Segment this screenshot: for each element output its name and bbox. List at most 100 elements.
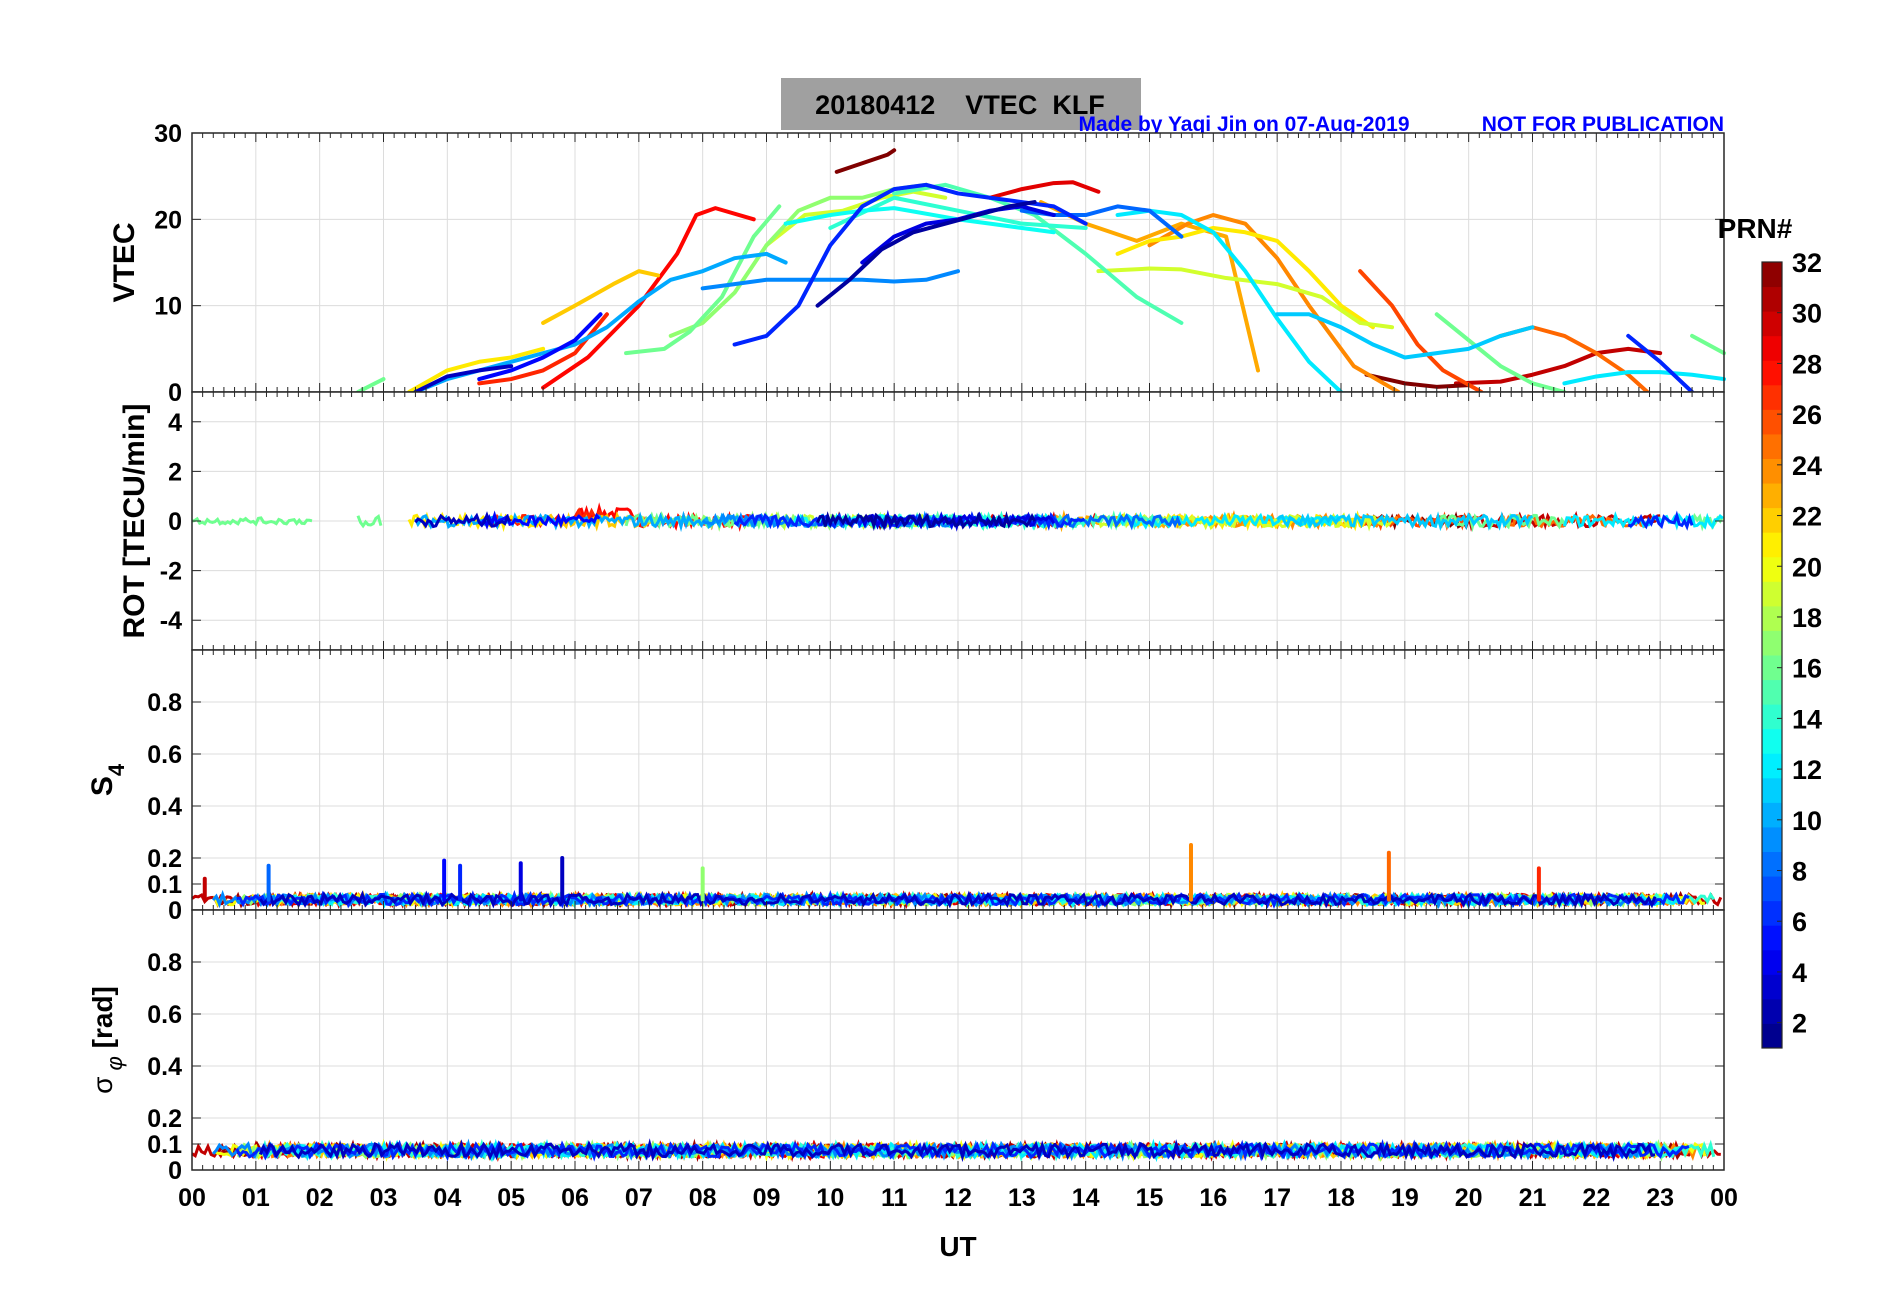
colorbar-segment	[1762, 802, 1782, 828]
y-axis-label-subscript: 4	[104, 763, 129, 776]
panel-vtec: 0 10 20 30 VTEC	[108, 120, 1726, 407]
colorbar-segment	[1762, 311, 1782, 337]
x-tick-label: 10	[816, 1184, 844, 1212]
trace-prn-6	[236, 889, 1690, 910]
series-line-prn-12	[1562, 370, 1726, 386]
colorbar-tick-label: 30	[1792, 299, 1822, 329]
colorbar-tick-label: 10	[1792, 806, 1822, 836]
colorbar-tick-label: 18	[1792, 603, 1822, 633]
y-axis-label: S4	[86, 763, 129, 796]
colorbar-segment	[1762, 974, 1782, 1000]
series-line-prn-32	[1364, 372, 1471, 389]
series-group	[191, 502, 1725, 533]
x-tick-label: 16	[1199, 1184, 1227, 1212]
series-line-prn-12	[1115, 208, 1343, 394]
colorbar-tick-label: 12	[1792, 755, 1822, 785]
colorbar-tick-label: 26	[1792, 400, 1822, 430]
x-tick-label: 07	[625, 1184, 653, 1212]
series-line-prn-22	[541, 269, 660, 325]
colorbar-segment	[1762, 876, 1782, 902]
colorbar-tick-label: 14	[1792, 704, 1822, 734]
y-axis-label-unit: [rad]	[87, 986, 118, 1056]
series-line-prn-26	[1358, 269, 1484, 394]
y-tick-label: 0	[168, 897, 182, 925]
series-line-prn-28	[541, 206, 756, 390]
rot-trace-prn-6	[733, 510, 1085, 531]
colorbar-segment	[1762, 630, 1782, 656]
colorbar-tick-label: 28	[1792, 349, 1822, 379]
y-tick-label: 0	[168, 1157, 182, 1185]
series-group	[191, 843, 1723, 910]
colorbar-tick-label: 32	[1792, 248, 1822, 278]
series-line-prn-3	[413, 364, 514, 394]
colorbar-segment	[1762, 262, 1782, 288]
colorbar-segment	[1762, 753, 1782, 779]
colorbar-frame	[1761, 261, 1783, 1049]
y-axis-label: VTEC	[108, 222, 141, 302]
x-tick-label: 19	[1391, 1184, 1419, 1212]
colorbar-segment	[1762, 826, 1782, 852]
colorbar-segment	[1762, 777, 1782, 803]
x-tick-label: 04	[433, 1184, 461, 1212]
colorbar-segment	[1762, 851, 1782, 877]
rot-trace-prn-5	[478, 510, 601, 530]
x-tick-label: 11	[881, 1184, 908, 1212]
rot-trace-prn-16	[356, 514, 383, 529]
figure-title: 20180412 VTEC KLF	[815, 90, 1105, 120]
rot-trace-prn-10	[414, 510, 787, 533]
y-tick-label: -4	[160, 607, 182, 635]
colorbar-segment	[1762, 949, 1782, 975]
rot-trace-prn-6	[1627, 510, 1694, 531]
colorbar-segment	[1762, 581, 1782, 607]
colorbar-segment	[1762, 286, 1782, 312]
colorbar-segment	[1762, 335, 1782, 361]
rot-trace-prn-11	[1276, 511, 1534, 532]
x-tick-label: 21	[1519, 1184, 1547, 1212]
y-tick-label: 0.2	[147, 1105, 182, 1133]
colorbar-segment	[1762, 433, 1782, 459]
series-line-prn-16	[1434, 312, 1567, 394]
notice-annotation: NOT FOR PUBLICATION	[1482, 113, 1724, 136]
panel-rot: -4 -2 0 2 4 ROT [TECU/min]	[118, 391, 1725, 651]
y-tick-label: 0.6	[147, 741, 182, 769]
colorbar-tick-label: 6	[1792, 907, 1807, 937]
y-axis-label-sigma: σ	[87, 1077, 118, 1094]
series-line-prn-32	[834, 148, 897, 174]
series-line-prn-16	[624, 204, 782, 356]
series-group	[191, 1138, 1721, 1163]
colorbar-segment	[1762, 925, 1782, 951]
y-tick-label: 20	[154, 206, 182, 234]
y-tick-label: 0	[168, 508, 182, 536]
colorbar-segment	[1762, 704, 1782, 730]
y-tick-label: 0.2	[147, 845, 182, 873]
colorbar-segment	[1762, 532, 1782, 558]
colorbar-tick-label: 22	[1792, 502, 1822, 532]
x-tick-label: 02	[306, 1184, 334, 1212]
y-tick-label: 0	[168, 379, 182, 407]
colorbar-segment	[1762, 998, 1782, 1024]
x-tick-label: 14	[1072, 1184, 1100, 1212]
y-tick-label: 0.8	[147, 689, 182, 717]
series-line-prn-5	[477, 312, 603, 382]
colorbar-segment	[1762, 483, 1782, 509]
colorbar-tick-label: 2	[1792, 1009, 1807, 1039]
y-tick-label: 10	[154, 293, 182, 321]
colorbar-segment	[1762, 360, 1782, 386]
colorbar-segment	[1762, 556, 1782, 582]
trace-prn-3	[259, 890, 1657, 909]
colorbar-segment	[1762, 384, 1782, 410]
panel-s4: 00.10.2 0.4 0.6 0.8 S4	[86, 649, 1725, 925]
y-tick-label: 0.4	[147, 793, 182, 821]
series-line-prn-9	[700, 269, 960, 291]
rot-trace-prn-3	[414, 511, 512, 529]
series-line-prn-14	[828, 195, 1088, 230]
series-line-prn-11	[1275, 312, 1535, 360]
x-tick-label: 00	[178, 1184, 206, 1212]
y-tick-label: 0.8	[147, 949, 182, 977]
colorbar-segment	[1762, 900, 1782, 926]
series-line-prn-6	[1626, 333, 1695, 394]
colorbar-tick-label: 4	[1792, 958, 1807, 988]
